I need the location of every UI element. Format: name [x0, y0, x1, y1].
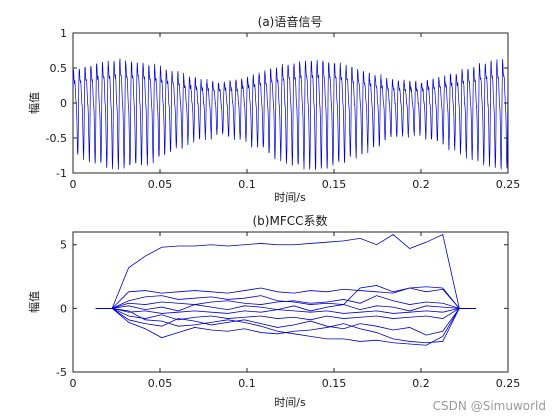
- mfcc-coefficient-line-5: [95, 304, 476, 312]
- speech-waveform-line: [72, 58, 509, 170]
- subplot-a-xlabel: 时间/s: [274, 191, 306, 204]
- y-tick-label: -1: [56, 167, 67, 180]
- subplot-b-title: (b)MFCC系数: [253, 213, 328, 228]
- x-tick-label: 0: [70, 178, 77, 191]
- subplot-b-mfcc-lines: [95, 233, 476, 346]
- y-tick-label: 5: [60, 239, 67, 252]
- x-tick-label: 0.2: [412, 178, 430, 191]
- y-tick-label: -0.5: [46, 132, 67, 145]
- y-tick-label: -5: [56, 366, 67, 379]
- subplot-b-ylabel: 幅值: [28, 291, 41, 313]
- subplot-a-ticks: 0 0.05 0.1 0.15 0.2 0.25 1 0.5 0 -0.5 -1: [46, 27, 521, 191]
- watermark: CSDN @Simuworld: [433, 399, 546, 413]
- mfcc-coefficient-line-8: [95, 307, 476, 336]
- mfcc-coefficient-line-6: [95, 307, 476, 314]
- mfcc-coefficient-line-7: [95, 307, 476, 321]
- mfcc-coefficient-line-2: [95, 286, 476, 309]
- mfcc-coefficient-line-10: [95, 307, 476, 346]
- x-tick-label: 0.05: [148, 178, 173, 191]
- x-tick-label: 0.25: [496, 377, 521, 390]
- x-tick-label: 0.25: [496, 178, 521, 191]
- mfcc-coefficient-line-1: [95, 233, 476, 309]
- x-tick-label: 0.1: [238, 377, 256, 390]
- x-tick-label: 0.15: [322, 377, 347, 390]
- subplot-a-title: (a)语音信号: [258, 14, 323, 29]
- y-tick-label: 1: [60, 27, 67, 40]
- subplot-a-ylabel: 幅值: [28, 92, 41, 114]
- x-tick-label: 0: [70, 377, 77, 390]
- x-tick-label: 0.2: [412, 377, 430, 390]
- subplot-b-xlabel: 时间/s: [274, 396, 306, 409]
- x-tick-label: 0.05: [148, 377, 173, 390]
- x-tick-label: 0.15: [322, 178, 347, 191]
- y-tick-label: 0: [60, 97, 67, 110]
- y-tick-label: 0.5: [50, 62, 68, 75]
- y-tick-label: 0: [60, 302, 67, 315]
- x-tick-label: 0.1: [238, 178, 256, 191]
- subplot-a: 0 0.05 0.1 0.15 0.2 0.25 1 0.5 0 -0.5 -1 (a)语音信号 时…: [28, 14, 520, 204]
- subplot-a-signal: [72, 58, 509, 170]
- mfcc-coefficient-line-4: [95, 295, 476, 309]
